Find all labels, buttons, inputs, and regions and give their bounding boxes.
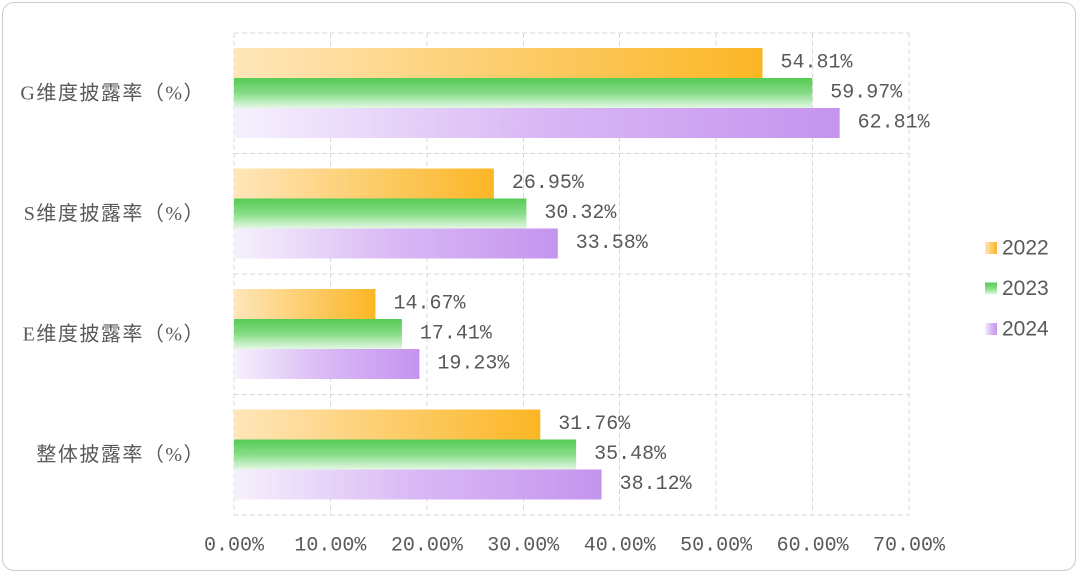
bar-2022-g-dimension (234, 48, 763, 78)
legend-label-2024: 2024 (1002, 318, 1049, 341)
bar-2022-overall (234, 409, 541, 440)
data-label-2024-s-dimension: 33.58% (576, 232, 649, 255)
data-label-2022-e-dimension: 14.67% (393, 293, 466, 316)
bar-2022-e-dimension (234, 289, 376, 319)
category-label-g-dimension: G维度披露率（%） (20, 81, 205, 104)
bar-2024-overall (234, 469, 602, 500)
x-tick-label-0: 0.00% (204, 535, 265, 558)
x-tick-label-4: 40.00% (584, 535, 657, 558)
data-label-2024-e-dimension: 19.23% (437, 353, 510, 376)
legend: 2022 2023 2024 (985, 237, 1049, 341)
bars (234, 48, 840, 500)
legend-label-2023: 2023 (1002, 277, 1049, 300)
data-label-2022-overall: 31.76% (558, 413, 631, 436)
bar-2023-s-dimension (234, 198, 527, 229)
bar-2023-g-dimension (234, 78, 813, 108)
legend-marker-2023 (985, 282, 997, 295)
legend-marker-2024 (985, 323, 997, 335)
data-labels: 54.81% 59.97% 62.81% 26.95% 30.32% 33.58% 14.6… (393, 52, 930, 497)
bar-2023-overall (234, 439, 577, 470)
data-label-2023-e-dimension: 17.41% (420, 323, 493, 346)
bar-2024-e-dimension (234, 349, 420, 379)
x-tick-label-5: 50.00% (680, 535, 753, 558)
category-label-overall: 整体披露率（%） (36, 443, 205, 466)
legend-marker-2022 (985, 242, 997, 254)
category-label-s-dimension: S维度披露率（%） (24, 202, 205, 225)
bar-2023-e-dimension (234, 319, 402, 349)
legend-item-2022: 2022 (985, 237, 1049, 260)
data-label-2024-overall: 38.12% (620, 473, 693, 496)
x-tick-label-6: 60.00% (777, 535, 850, 558)
x-tick-label-7: 70.00% (873, 535, 946, 558)
x-tick-label-3: 30.00% (487, 535, 560, 558)
x-axis: 0.00% 10.00% 20.00% 30.00% 40.00% 50.00% 60.00… (204, 535, 946, 558)
legend-item-2024: 2024 (985, 318, 1049, 341)
legend-item-2023: 2023 (985, 277, 1049, 300)
data-label-2023-g-dimension: 59.97% (830, 82, 903, 105)
data-label-2023-overall: 35.48% (594, 443, 667, 466)
legend-label-2022: 2022 (1002, 237, 1049, 260)
data-label-2022-s-dimension: 26.95% (512, 172, 585, 195)
bar-2024-s-dimension (234, 228, 558, 259)
bar-2022-s-dimension (234, 168, 494, 199)
data-label-2023-s-dimension: 30.32% (544, 202, 617, 225)
data-label-2022-g-dimension: 54.81% (781, 52, 854, 75)
data-label-2024-g-dimension: 62.81% (858, 112, 931, 135)
bar-2024-g-dimension (234, 108, 840, 138)
category-label-e-dimension: E维度披露率（%） (23, 322, 205, 345)
x-tick-label-1: 10.00% (294, 535, 367, 558)
x-tick-label-2: 20.00% (391, 535, 464, 558)
category-axis: G维度披露率（%） S维度披露率（%） E维度披露率（%） 整体披露率（%） (20, 81, 205, 466)
